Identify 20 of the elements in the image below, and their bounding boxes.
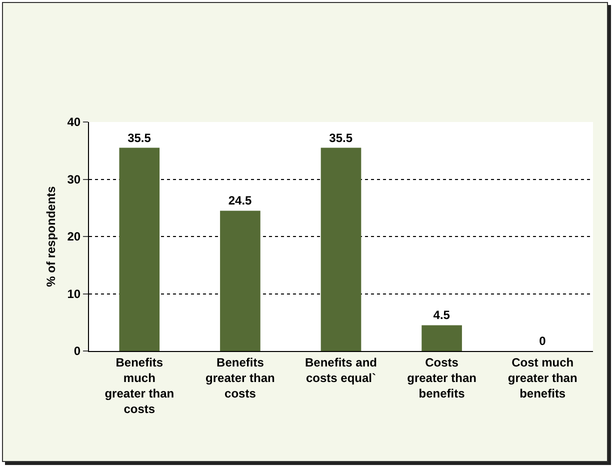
x-tick-label: Costs greater than benefits [407,355,476,401]
bar [320,148,362,351]
bar [119,148,160,351]
data-label: 35.5 [329,130,353,145]
y-tick-label: 40 [67,115,81,130]
data-label: 0 [539,334,546,348]
data-label: 35.5 [128,130,152,145]
y-tick-label: 0 [74,344,81,358]
data-label: 4.5 [433,308,450,322]
y-tick-label: 30 [67,172,81,186]
x-tick-label: Benefits much greater than costs [104,355,174,416]
bar [422,325,462,351]
data-label: 24.5 [228,194,252,208]
x-tick-label: Cost much greater than benefits [508,355,578,401]
y-tick-label: 20 [67,230,81,244]
y-axis-title: % of respondents [44,186,58,287]
bar [220,210,260,351]
x-tick-label: Benefits greater than costs [206,355,275,401]
y-tick-label: 10 [67,286,81,301]
x-tick-label: Benefits and costs equal` [304,355,378,385]
